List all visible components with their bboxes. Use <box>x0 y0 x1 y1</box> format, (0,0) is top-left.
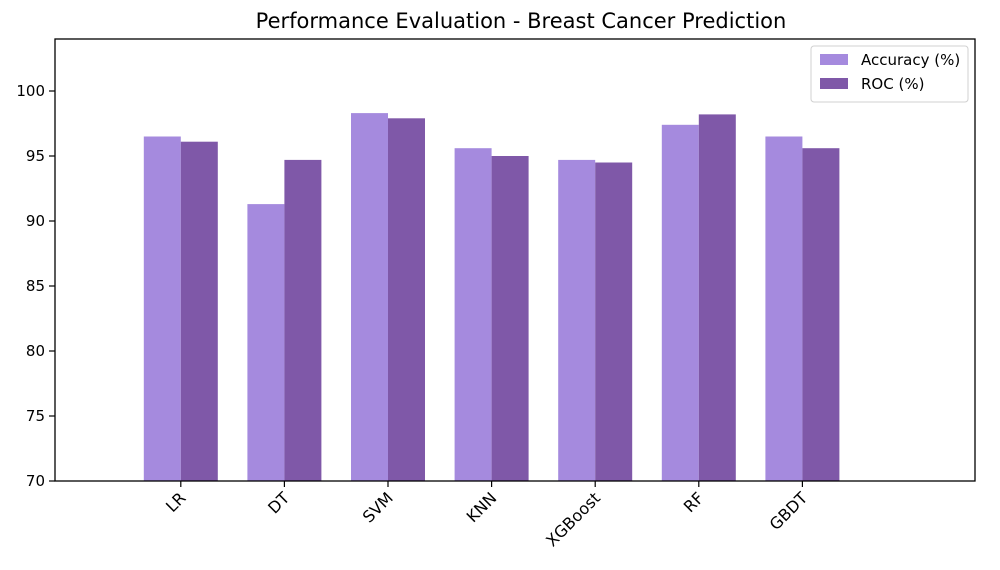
legend-swatch <box>820 78 848 89</box>
legend-label: ROC (%) <box>861 75 924 93</box>
x-axis: LR DT SVM KNN XGBoost RF GBDT <box>162 481 811 550</box>
chart-title: Performance Evaluation - Breast Cancer P… <box>256 9 787 33</box>
bar-roc-svm <box>388 118 425 482</box>
y-axis: 70 75 80 85 90 95 100 <box>16 82 55 490</box>
y-tick-label: 85 <box>26 277 45 295</box>
y-tick-label: 90 <box>26 212 45 230</box>
bar-accuracy-xgboost <box>558 159 596 481</box>
bar-accuracy-knn <box>454 148 492 481</box>
x-tick-label: GBDT <box>766 488 812 534</box>
bar-accuracy-lr <box>143 136 181 481</box>
bar-accuracy-gbdt <box>765 136 803 481</box>
legend-frame <box>810 45 969 103</box>
y-tick-label: 80 <box>26 342 45 360</box>
bar-accuracy-rf <box>661 124 699 482</box>
bar-roc-dt <box>284 159 322 481</box>
legend-swatch <box>820 54 848 65</box>
bar-accuracy-dt <box>247 204 285 481</box>
plot-frame <box>54 38 976 482</box>
x-tick-label: SVM <box>359 488 397 526</box>
y-tick-label: 70 <box>26 472 45 490</box>
bar-roc-xgboost <box>595 162 633 481</box>
y-tick-label: 100 <box>16 82 45 100</box>
y-tick-label: 75 <box>26 407 45 425</box>
bar-roc-knn <box>491 156 529 481</box>
legend-label: Accuracy (%) <box>861 51 960 69</box>
x-tick-label: KNN <box>463 488 501 526</box>
y-tick-label: 95 <box>26 147 45 165</box>
x-tick-label: XGBoost <box>542 488 604 550</box>
bars-group <box>143 113 840 482</box>
bar-accuracy-svm <box>351 113 388 481</box>
x-tick-label: DT <box>264 488 293 517</box>
bar-roc-lr <box>180 141 218 481</box>
x-tick-label: RF <box>680 488 708 516</box>
x-tick-label: LR <box>162 488 190 516</box>
bar-roc-rf <box>698 114 736 482</box>
bar-roc-gbdt <box>802 148 840 481</box>
legend: Accuracy (%) ROC (%) <box>810 45 969 103</box>
